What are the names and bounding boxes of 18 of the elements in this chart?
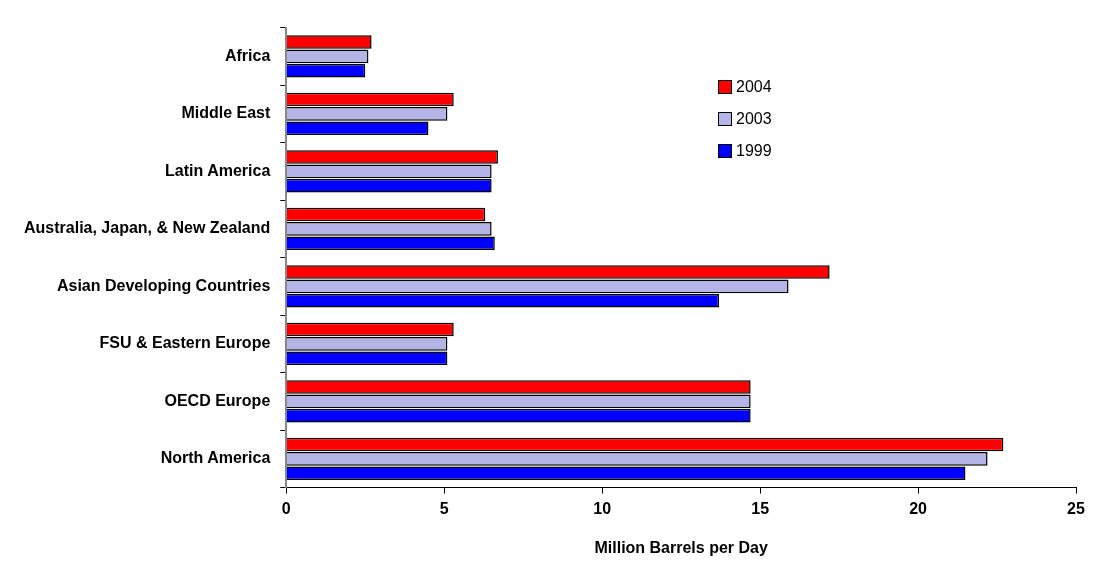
legend-label: 2003 [736,110,772,128]
x-tick-label: 10 [593,499,612,517]
y-tick-label: Latin America [165,161,271,179]
x-tick-label: 25 [1067,499,1085,517]
x-tick-label: 20 [909,499,928,517]
legend-label: 1999 [736,142,772,160]
y-tick-label: North America [160,449,271,467]
y-tick-label: Middle East [181,104,271,122]
x-tick-label: 15 [751,499,770,517]
legend-label: 2004 [736,78,772,96]
y-tick-label: FSU & Eastern Europe [99,334,271,352]
y-tick-label: Asian Developing Countries [56,276,271,294]
x-axis-title: Million Barrels per Day [594,538,768,556]
x-tick-label: 0 [281,499,291,517]
x-tick-label: 5 [439,499,449,517]
y-tick-label: Australia, Japan, & New Zealand [24,219,271,237]
y-tick-label: OECD Europe [164,391,271,409]
y-tick-label: Africa [224,46,271,64]
